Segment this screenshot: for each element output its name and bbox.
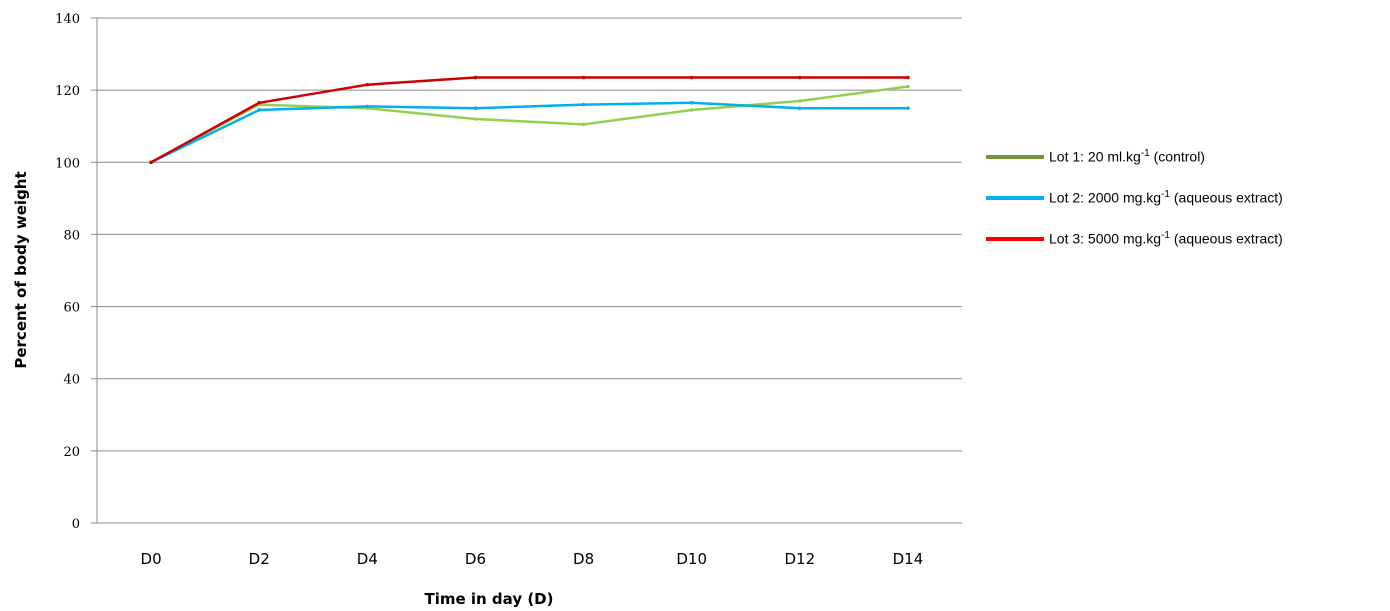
x-tick-label: D8 <box>573 550 594 568</box>
x-tick-label: D12 <box>784 550 815 568</box>
y-tick-label: 120 <box>55 84 80 99</box>
data-point-lot3 <box>798 75 802 80</box>
legend-swatch-lot2 <box>986 195 1044 200</box>
legend-label-lot3: Lot 3: 5000 mg.kg-1 (aqueous extract) <box>1049 230 1283 247</box>
y-tick-label: 140 <box>55 12 80 27</box>
legend-swatch-lot1 <box>986 154 1044 159</box>
x-tick-labels: D0 D2 D4 D6 D8 D10 D12 D14 <box>141 550 924 568</box>
x-axis-title: Time in day (D) <box>424 590 553 608</box>
y-tick-label: 100 <box>55 156 80 171</box>
legend-label-lot2: Lot 2: 2000 mg.kg-1 (aqueous extract) <box>1049 189 1283 206</box>
y-tick-label: 60 <box>63 301 80 316</box>
data-point-lot2 <box>581 102 586 107</box>
data-point-lot1 <box>906 84 910 89</box>
data-point-lot3 <box>906 75 910 80</box>
legend-label-lot1: Lot 1: 20 ml.kg-1 (control) <box>1049 148 1205 165</box>
legend-item-lot1: Lot 1: 20 ml.kg-1 (control) <box>986 146 1283 167</box>
series-line-lot2 <box>150 101 908 164</box>
data-point-lot3 <box>473 75 478 80</box>
x-tick-label: D10 <box>676 550 707 568</box>
data-point-lot1 <box>581 122 586 127</box>
x-tick-label: D2 <box>249 550 270 568</box>
data-point-lot2 <box>906 106 910 110</box>
series-line-lot3 <box>150 76 908 164</box>
legend-item-lot3: Lot 3: 5000 mg.kg-1 (aqueous extract) <box>986 228 1283 249</box>
y-tick-label: 20 <box>63 445 80 460</box>
x-tick-label: D14 <box>893 550 924 568</box>
gridlines <box>91 17 962 524</box>
series-lines <box>149 75 910 165</box>
legend-swatch-lot3 <box>986 236 1044 241</box>
data-point-lot3 <box>365 82 370 87</box>
data-point-lot1 <box>798 99 802 103</box>
data-point-lot1 <box>689 108 694 112</box>
y-tick-label: 40 <box>63 373 80 388</box>
data-point-lot2 <box>798 106 802 110</box>
x-tick-label: D6 <box>465 550 486 568</box>
y-axis-title: Percent of body weight <box>12 171 30 368</box>
data-point-lot2 <box>257 108 261 112</box>
data-point-lot3 <box>257 100 261 105</box>
data-point-lot3 <box>581 75 586 80</box>
data-point-lot2 <box>365 104 370 109</box>
x-tick-label: D0 <box>141 550 162 568</box>
y-tick-label: 80 <box>63 228 80 243</box>
legend-item-lot2: Lot 2: 2000 mg.kg-1 (aqueous extract) <box>986 187 1283 208</box>
x-tick-label: D4 <box>357 550 378 568</box>
legend: Lot 1: 20 ml.kg-1 (control) Lot 2: 2000 … <box>986 146 1283 269</box>
y-tick-label: 0 <box>72 517 80 532</box>
data-point-lot3 <box>149 160 153 165</box>
data-point-lot1 <box>473 117 478 121</box>
y-tick-labels: 0 20 40 60 80 100 120 140 <box>55 12 80 532</box>
data-point-lot2 <box>473 106 478 110</box>
data-point-lot2 <box>689 100 694 105</box>
data-point-lot3 <box>689 75 694 80</box>
series-line-lot1 <box>150 85 909 164</box>
